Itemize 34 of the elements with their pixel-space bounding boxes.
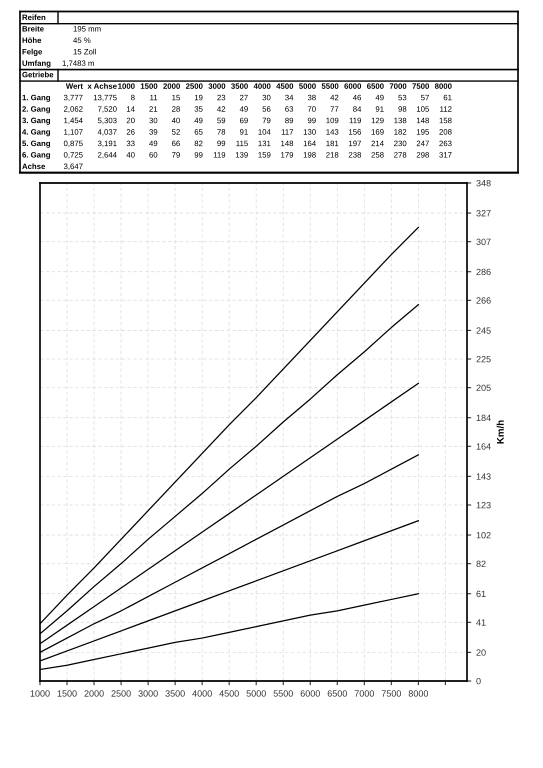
y-tick-label: 205	[476, 384, 491, 391]
x-tick-label: 7500	[382, 690, 402, 697]
y-tick-label: 307	[476, 238, 491, 246]
x-tick-label: 4500	[219, 690, 239, 697]
y-tick-label: 225	[476, 356, 491, 362]
x-tick-label: 6500	[328, 690, 347, 697]
y-tick-label: 286	[476, 268, 491, 276]
x-tick-label: 7000	[354, 690, 374, 697]
y-tick-label: 143	[476, 473, 491, 480]
x-tick-label: 3000	[138, 690, 158, 697]
y-tick-label: 61	[476, 590, 486, 598]
x-tick-label: 8000	[408, 690, 428, 697]
y-tick-label: 327	[476, 210, 491, 216]
x-tick-label: 1500	[58, 690, 77, 697]
y-tick-label: 102	[476, 532, 491, 538]
y-tick-label: 82	[476, 560, 486, 568]
y-tick-label: 348	[476, 180, 491, 186]
x-tick-label: 1000	[30, 690, 50, 697]
x-tick-label: 2000	[84, 690, 104, 697]
x-tick-label: 5000	[246, 690, 266, 697]
x-tick-label: 5500	[274, 690, 293, 697]
y-tick-label: 184	[476, 414, 491, 422]
y-tick-label: 123	[476, 502, 491, 508]
x-tick-label: 4000	[192, 690, 212, 697]
y-tick-label: 0	[476, 678, 481, 684]
y-tick-label: 266	[476, 297, 491, 304]
y-tick-label: 41	[476, 619, 486, 626]
x-tick-label: 6000	[300, 690, 320, 697]
x-tick-label: 2500	[111, 690, 131, 697]
y-tick-label: 164	[476, 443, 491, 450]
y-tick-label: 20	[476, 649, 486, 656]
x-tick-label: 3500	[165, 690, 185, 697]
y-axis-title: Km/h	[496, 420, 504, 444]
y-tick-label: 245	[476, 327, 491, 334]
